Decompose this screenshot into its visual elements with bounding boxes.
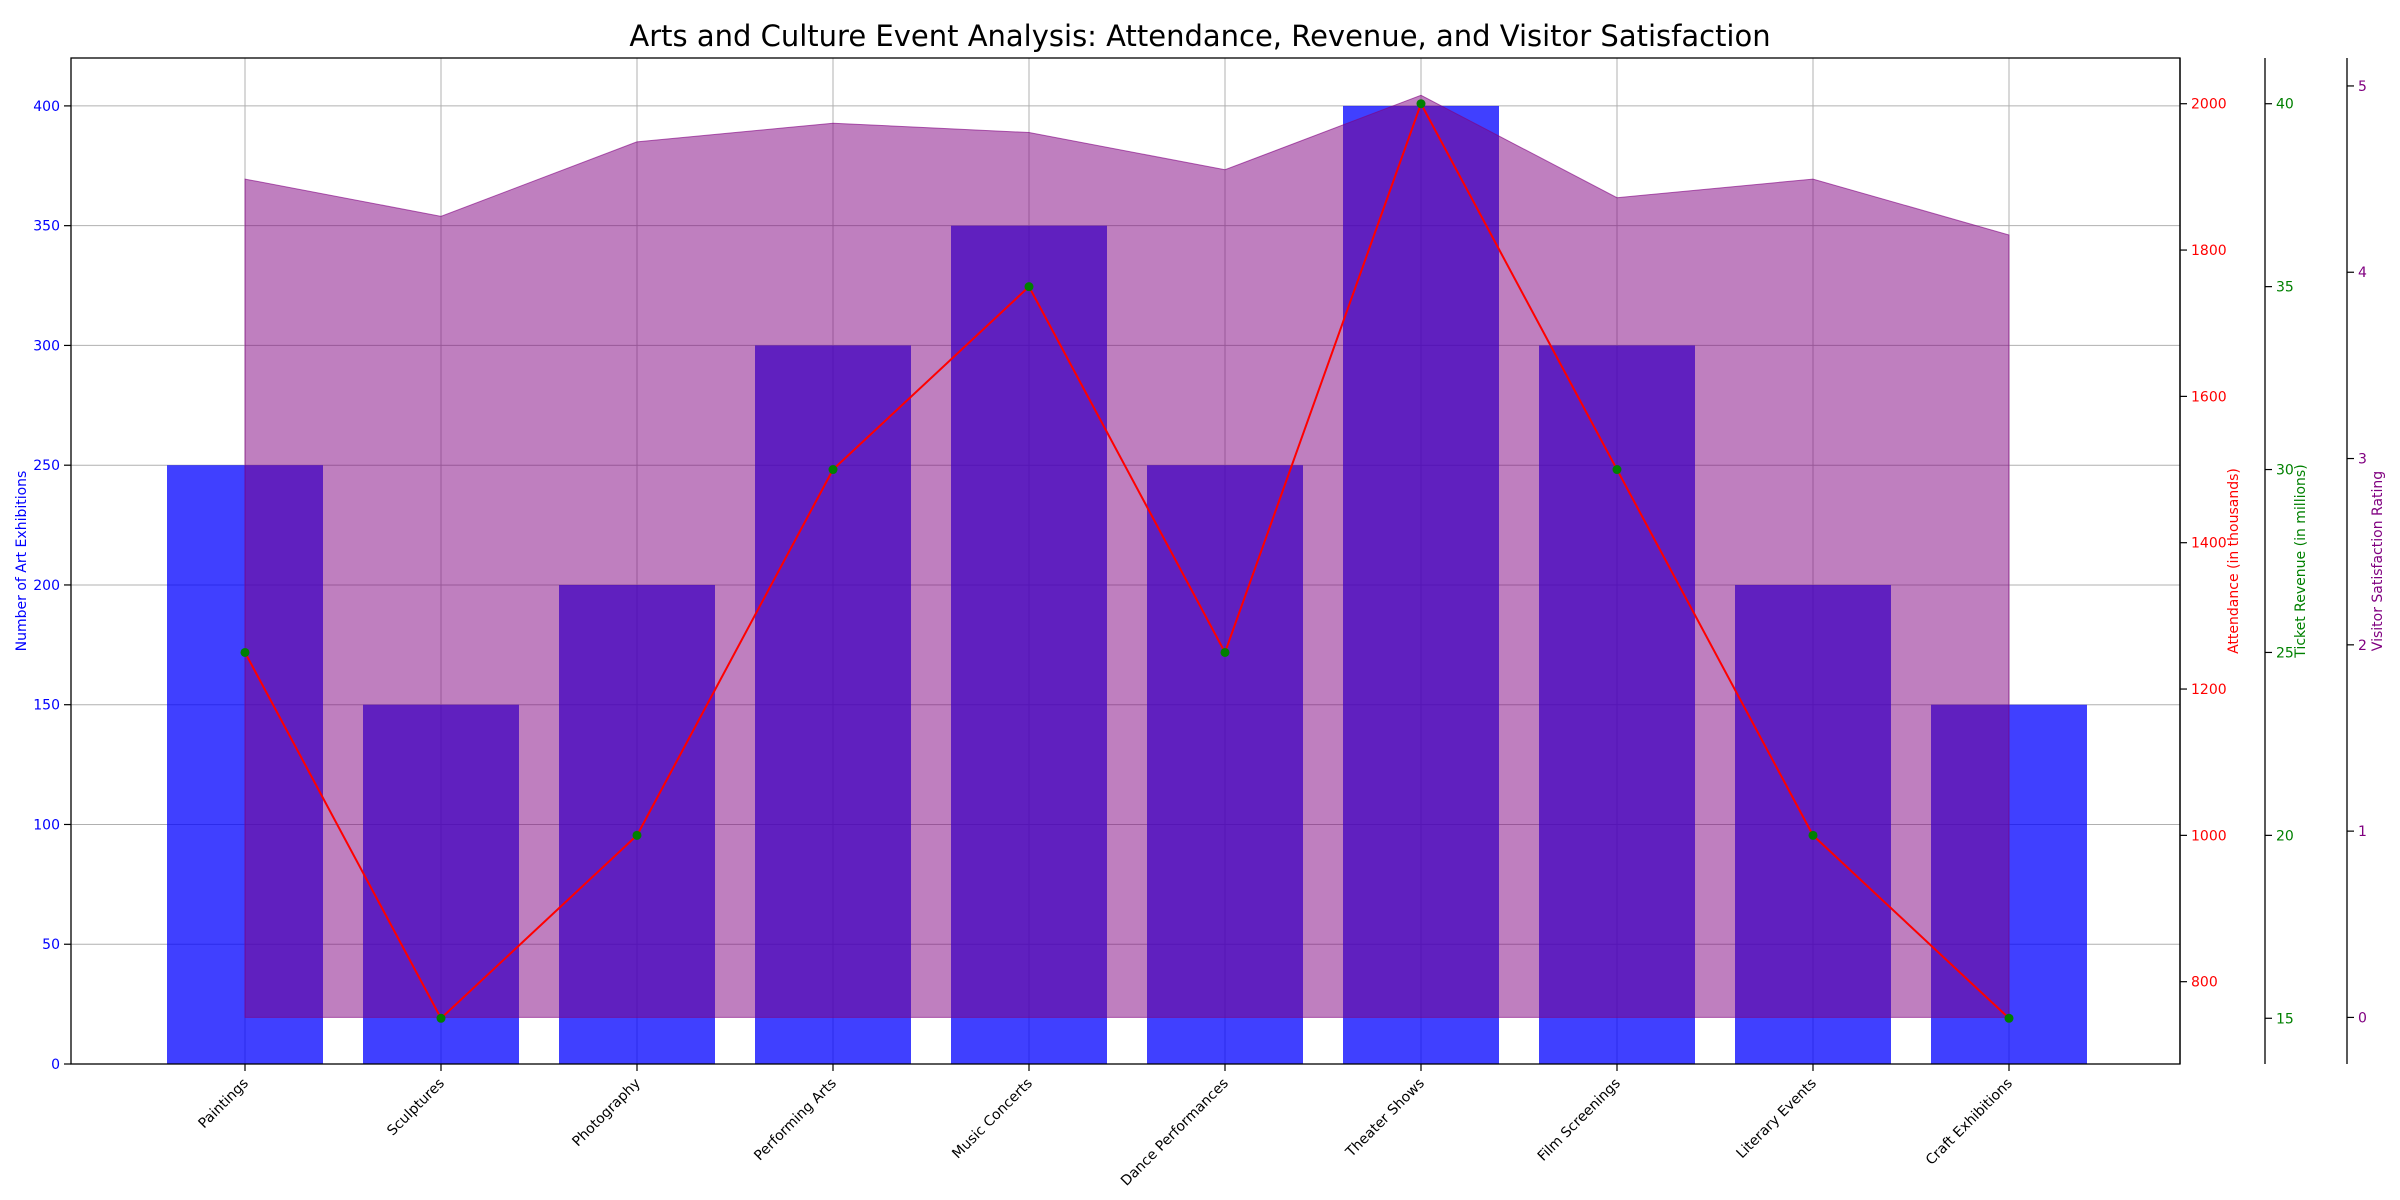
x-tick-label: Literary Events: [1734, 1076, 1820, 1162]
y-axis-left-tick-label: 250: [33, 458, 60, 474]
x-tick-label: Performing Arts: [751, 1076, 840, 1165]
x-tick-label: Paintings: [196, 1076, 252, 1132]
revenue-point: [1024, 282, 1034, 292]
x-tick-label: Dance Performances: [1118, 1076, 1232, 1190]
revenue-point: [1220, 647, 1230, 657]
y-axis-left-tick-label: 0: [51, 1057, 60, 1073]
y-axis-left-tick-label: 50: [42, 937, 60, 953]
chart-title: Arts and Culture Event Analysis: Attenda…: [629, 19, 1770, 53]
y-axis-satisfaction-tick-label: 5: [2358, 79, 2367, 95]
x-tick-label: Film Screenings: [1535, 1076, 1624, 1165]
revenue-point: [240, 647, 250, 657]
area-fill: [244, 94, 2010, 1018]
x-tick-label: Music Concerts: [949, 1076, 1036, 1163]
attendance-line: [244, 101, 2010, 1020]
y-axis-attendance-tick-label: 1800: [2191, 243, 2227, 259]
y-axis-attendance-tick-label: 1000: [2191, 828, 2227, 844]
y-axis-left-tick-label: 200: [33, 578, 60, 594]
y-axis-left-tick-label: 350: [33, 219, 60, 235]
revenue-point: [1416, 99, 1426, 109]
revenue-point: [436, 1013, 446, 1023]
x-tick-labels: Paintings Sculptures Photography Performing…: [196, 1064, 2016, 1189]
x-tick-label: Theater Shows: [1342, 1076, 1428, 1162]
y-axis-revenue-tick-label: 30: [2276, 463, 2294, 479]
y-axis-left-label: Number of Art Exhibitions: [14, 471, 30, 652]
y-axis-attendance-tick-label: 1400: [2191, 536, 2227, 552]
revenue-point: [632, 830, 642, 840]
revenue-point: [1612, 465, 1622, 475]
y-axis-satisfaction-tick-label: 2: [2358, 638, 2367, 654]
y-axis-satisfaction-tick-label: 3: [2358, 452, 2367, 468]
y-axis-left-tick-label: 150: [33, 698, 60, 714]
marker-series: [240, 99, 2014, 1023]
y-axis-satisfaction-tick-label: 0: [2358, 1010, 2367, 1026]
y-axis-attendance-tick-label: 800: [2191, 975, 2218, 991]
y-axis-revenue-tick-label: 35: [2276, 280, 2294, 296]
y-axis-attendance-tick-label: 1600: [2191, 389, 2227, 405]
x-tick-label: Photography: [569, 1076, 643, 1150]
y-axis-attendance-tick-label: 2000: [2191, 97, 2227, 113]
y-axis-revenue-tick-label: 20: [2276, 828, 2294, 844]
y-axis-revenue-tick-label: 40: [2276, 97, 2294, 113]
y-axis-left-tick-label: 400: [33, 99, 60, 115]
y-axis-revenue-label: Ticket Revenue (in millions): [2293, 464, 2309, 658]
y-axis-attendance-label: Attendance (in thousands): [2226, 468, 2242, 654]
y-axis-satisfaction-label: Visitor Satisfaction Rating: [2370, 471, 2386, 651]
revenue-point: [1808, 830, 1818, 840]
line-series: [244, 101, 2010, 1020]
x-tick-label: Sculptures: [384, 1076, 448, 1140]
area-series: [244, 94, 2010, 1018]
y-axis-satisfaction-tick-label: 4: [2358, 265, 2367, 281]
x-tick-label: Craft Exhibitions: [1923, 1076, 2016, 1169]
revenue-point: [828, 465, 838, 475]
revenue-point: [2004, 1013, 2014, 1023]
y-axis-left-tick-label: 100: [33, 817, 60, 833]
y-axis-revenue-tick-label: 25: [2276, 645, 2294, 661]
y-axis-satisfaction-tick-label: 1: [2358, 824, 2367, 840]
y-axis-left-tick-label: 300: [33, 338, 60, 354]
y-axis-revenue-tick-label: 15: [2276, 1011, 2294, 1027]
y-axis-attendance-tick-label: 1200: [2191, 682, 2227, 698]
